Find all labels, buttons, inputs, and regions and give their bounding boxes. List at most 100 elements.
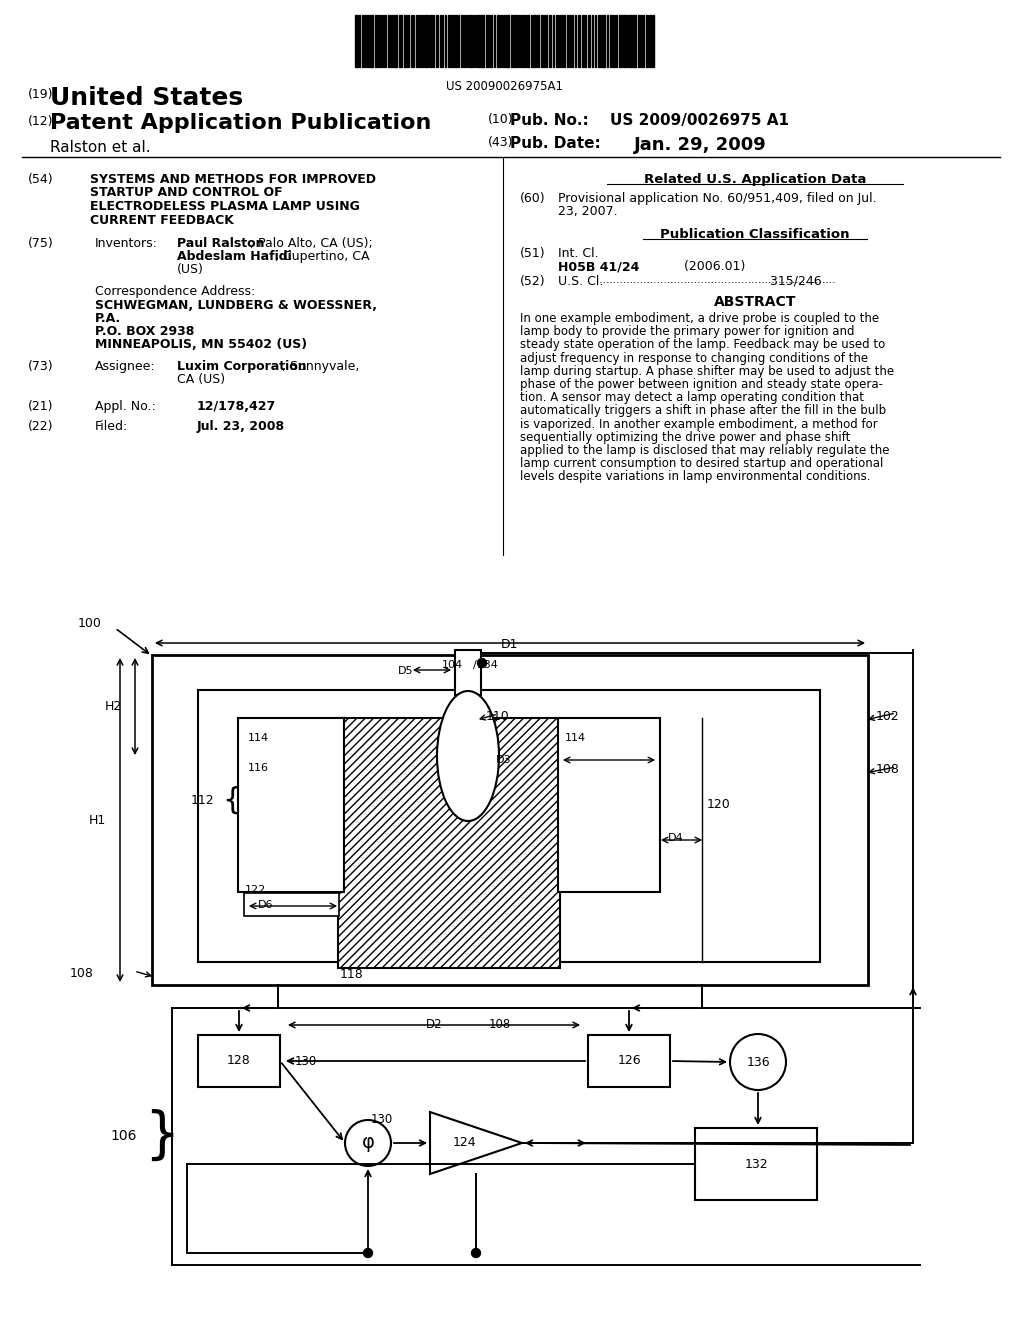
Bar bbox=[430, 15, 432, 67]
Text: (43): (43) bbox=[488, 136, 513, 149]
Bar bbox=[527, 15, 529, 67]
Text: Appl. No.:: Appl. No.: bbox=[95, 400, 156, 413]
Text: Ralston et al.: Ralston et al. bbox=[50, 140, 151, 154]
Text: levels despite variations in lamp environmental conditions.: levels despite variations in lamp enviro… bbox=[520, 470, 870, 483]
Text: P.A.: P.A. bbox=[95, 312, 121, 325]
Bar bbox=[559, 15, 561, 67]
Text: (75): (75) bbox=[28, 238, 53, 249]
Text: 114: 114 bbox=[565, 733, 586, 743]
Text: 118: 118 bbox=[340, 968, 364, 981]
Bar bbox=[514, 15, 517, 67]
Text: (19): (19) bbox=[28, 88, 53, 102]
Text: STARTUP AND CONTROL OF: STARTUP AND CONTROL OF bbox=[90, 186, 283, 199]
Text: {: { bbox=[222, 785, 242, 814]
Bar bbox=[506, 15, 509, 67]
Text: adjust frequency in response to changing conditions of the: adjust frequency in response to changing… bbox=[520, 351, 868, 364]
Bar bbox=[652, 15, 654, 67]
Circle shape bbox=[477, 659, 486, 668]
Text: SCHWEGMAN, LUNDBERG & WOESSNER,: SCHWEGMAN, LUNDBERG & WOESSNER, bbox=[95, 300, 377, 312]
Bar bbox=[602, 15, 605, 67]
Bar bbox=[416, 15, 418, 67]
Bar bbox=[388, 15, 390, 67]
Ellipse shape bbox=[437, 690, 499, 821]
Text: Pub. No.:: Pub. No.: bbox=[510, 114, 589, 128]
Text: 110: 110 bbox=[486, 710, 510, 723]
Bar bbox=[366, 15, 369, 67]
Text: H05B 41/24: H05B 41/24 bbox=[558, 260, 639, 273]
Text: lamp during startup. A phase shifter may be used to adjust the: lamp during startup. A phase shifter may… bbox=[520, 364, 894, 378]
Text: 108: 108 bbox=[489, 1018, 511, 1031]
Text: 120: 120 bbox=[707, 799, 731, 810]
Text: 108: 108 bbox=[876, 763, 900, 776]
Bar bbox=[244, 894, 339, 916]
Text: applied to the lamp is disclosed that may reliably regulate the: applied to the lamp is disclosed that ma… bbox=[520, 444, 890, 457]
Bar bbox=[511, 15, 513, 67]
Bar bbox=[425, 15, 427, 67]
Text: Patent Application Publication: Patent Application Publication bbox=[50, 114, 431, 133]
Text: D1: D1 bbox=[502, 638, 519, 651]
Text: , Palo Alto, CA (US);: , Palo Alto, CA (US); bbox=[250, 238, 373, 249]
Text: Int. Cl.: Int. Cl. bbox=[558, 247, 599, 260]
Bar bbox=[454, 15, 457, 67]
Bar bbox=[623, 15, 625, 67]
Bar bbox=[355, 15, 358, 67]
Text: CURRENT FEEDBACK: CURRENT FEEDBACK bbox=[90, 214, 233, 227]
Bar bbox=[638, 15, 640, 67]
Bar bbox=[469, 15, 472, 67]
Text: D6: D6 bbox=[258, 900, 273, 909]
Bar bbox=[338, 718, 560, 968]
Text: (2006.01): (2006.01) bbox=[648, 260, 745, 273]
Bar bbox=[633, 15, 636, 67]
Bar bbox=[618, 15, 622, 67]
Bar bbox=[537, 15, 539, 67]
Bar bbox=[375, 15, 377, 67]
Text: }: } bbox=[144, 1109, 179, 1163]
Bar bbox=[477, 15, 480, 67]
Bar bbox=[378, 15, 380, 67]
Text: 130: 130 bbox=[371, 1113, 393, 1126]
Text: sequentially optimizing the drive power and phase shift: sequentially optimizing the drive power … bbox=[520, 430, 850, 444]
Text: United States: United States bbox=[50, 86, 243, 110]
Bar bbox=[626, 15, 628, 67]
Text: 104: 104 bbox=[442, 660, 463, 671]
Text: (10): (10) bbox=[488, 114, 514, 125]
Text: MINNEAPOLIS, MN 55402 (US): MINNEAPOLIS, MN 55402 (US) bbox=[95, 338, 307, 351]
Bar bbox=[578, 15, 580, 67]
Text: 126: 126 bbox=[617, 1055, 641, 1068]
Bar bbox=[198, 1035, 280, 1086]
Text: φ: φ bbox=[361, 1134, 375, 1152]
Bar bbox=[588, 15, 590, 67]
Text: 130: 130 bbox=[295, 1055, 317, 1068]
Text: Paul Ralston: Paul Ralston bbox=[177, 238, 264, 249]
Text: (60): (60) bbox=[520, 191, 546, 205]
Bar bbox=[370, 15, 373, 67]
Text: steady state operation of the lamp. Feedback may be used to: steady state operation of the lamp. Feed… bbox=[520, 338, 886, 351]
Text: U.S. Cl.: U.S. Cl. bbox=[558, 275, 603, 288]
Text: US 2009/0026975 A1: US 2009/0026975 A1 bbox=[610, 114, 790, 128]
Bar bbox=[238, 718, 344, 892]
Text: D2: D2 bbox=[426, 1018, 442, 1031]
Text: Abdeslam Hafidi: Abdeslam Hafidi bbox=[177, 249, 292, 263]
Text: , Cupertino, CA: , Cupertino, CA bbox=[275, 249, 370, 263]
Bar bbox=[399, 15, 402, 67]
Text: 23, 2007.: 23, 2007. bbox=[558, 205, 617, 218]
Text: 128: 128 bbox=[227, 1055, 251, 1068]
Bar bbox=[394, 15, 397, 67]
Bar bbox=[598, 15, 601, 67]
Text: (22): (22) bbox=[28, 420, 53, 433]
Text: lamp body to provide the primary power for ignition and: lamp body to provide the primary power f… bbox=[520, 325, 854, 338]
Text: lamp current consumption to desired startup and operational: lamp current consumption to desired star… bbox=[520, 457, 884, 470]
Text: US 20090026975A1: US 20090026975A1 bbox=[446, 81, 563, 92]
Text: (21): (21) bbox=[28, 400, 53, 413]
Bar bbox=[588, 1035, 670, 1086]
Bar bbox=[556, 15, 558, 67]
Text: , Sunnyvale,: , Sunnyvale, bbox=[282, 360, 359, 374]
Bar bbox=[558, 718, 660, 892]
Text: ......................................................................: ........................................… bbox=[596, 275, 836, 285]
Text: ABSTRACT: ABSTRACT bbox=[714, 294, 797, 309]
Text: CA (US): CA (US) bbox=[177, 374, 225, 385]
Text: (52): (52) bbox=[520, 275, 546, 288]
Text: (73): (73) bbox=[28, 360, 53, 374]
Bar bbox=[198, 690, 820, 962]
Bar bbox=[404, 15, 406, 67]
